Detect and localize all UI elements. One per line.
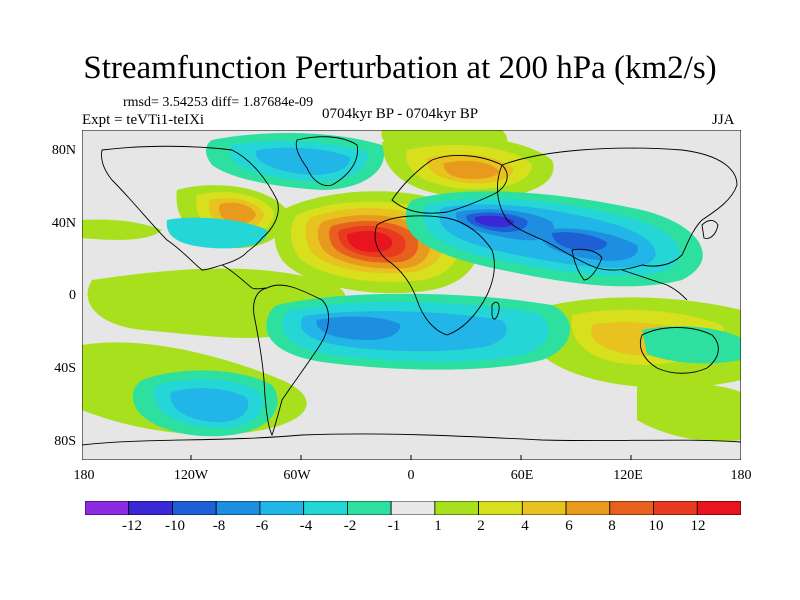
experiment-label: Expt = teVTi1-teIXi <box>82 112 205 128</box>
lat-tick-label: 40N <box>51 216 76 231</box>
stats-label: rmsd= 3.54253 diff= 1.87684e-09 <box>123 95 314 110</box>
coastline-madagascar <box>491 301 500 320</box>
colorbar-label: 4 <box>521 518 529 534</box>
lon-tick-label: 0 <box>407 468 415 483</box>
coastline-japan <box>701 220 719 239</box>
contour-band-pos4 <box>443 160 500 179</box>
season-label: JJA <box>712 112 735 128</box>
colorbar-swatch <box>478 501 523 515</box>
contour-band-neg3 <box>170 388 249 423</box>
lon-tick-label: 60E <box>510 468 534 483</box>
colorbar-swatch <box>303 501 348 515</box>
contour-band-pos1 <box>82 219 162 240</box>
contour-band-pos7 <box>346 230 393 253</box>
colorbar-label: 12 <box>690 518 706 534</box>
contour-band-neg1 <box>642 326 741 364</box>
colorbar-swatch <box>215 501 261 515</box>
coastline-southeast-asia <box>621 269 688 301</box>
colorbar-swatch <box>609 501 654 515</box>
colorbar-label: -4 <box>299 518 313 534</box>
colorbar-swatch <box>128 501 173 515</box>
colorbar-swatch <box>653 501 698 515</box>
contour-band-pos4 <box>219 202 256 224</box>
colorbar-label: 2 <box>477 518 485 534</box>
lat-tick-label: 0 <box>69 288 76 303</box>
lon-tick-label: 120E <box>613 468 643 483</box>
colorbar-label: -12 <box>122 518 142 534</box>
axis-ticks <box>190 455 632 460</box>
coastline-central-america <box>221 264 268 290</box>
colorbar-swatch <box>565 501 611 515</box>
coastline-antarctica <box>82 433 741 446</box>
lon-tick-label: 180 <box>730 468 752 483</box>
contour-band-neg4 <box>316 316 401 340</box>
contour-band-neg2 <box>166 217 268 249</box>
lon-tick-label: 120W <box>173 468 209 483</box>
colorbar-label: -10 <box>165 518 185 534</box>
coastline-europe <box>391 155 508 214</box>
colorbar-label: 1 <box>434 518 442 534</box>
coastlines <box>82 136 741 446</box>
colorbar-label: -8 <box>212 518 226 534</box>
chart-title: Streamfunction Perturbation at 200 hPa (… <box>83 50 717 86</box>
lon-tick-label: 180 <box>73 468 95 483</box>
colorbar-swatch <box>521 501 567 515</box>
coastline-south-america <box>253 284 329 437</box>
lat-tick-label: 80N <box>51 143 76 158</box>
colorbar-label: 6 <box>565 518 573 534</box>
colorbar-label: -1 <box>387 518 401 534</box>
lon-tick-label: 60W <box>283 468 311 483</box>
colorbar <box>85 501 741 515</box>
map-plot <box>82 130 741 460</box>
colorbar-swatch <box>696 501 741 515</box>
coastline-australia <box>639 327 719 374</box>
contour-band-pos1 <box>637 382 741 442</box>
colorbar-label: 10 <box>648 518 664 534</box>
coastline-asia <box>496 147 738 271</box>
colorbar-swatch <box>390 501 436 515</box>
colorbar-swatch <box>346 501 392 515</box>
contour-band-neg6 <box>475 215 514 228</box>
contour-band-neg5 <box>552 232 608 251</box>
colorbar-swatch <box>85 501 130 515</box>
period-label: 0704kyr BP - 0704kyr BP <box>322 106 479 122</box>
coastline-india <box>571 248 603 281</box>
colorbar-label: -2 <box>343 518 357 534</box>
colorbar-swatch <box>434 501 479 515</box>
colorbar-swatch <box>172 501 217 515</box>
colorbar-swatch <box>259 501 305 515</box>
coastline-greenland <box>295 136 358 187</box>
lat-tick-label: 40S <box>54 361 76 376</box>
coastline-north-america <box>101 145 279 271</box>
colorbar-label: -6 <box>255 518 269 534</box>
lat-tick-label: 80S <box>54 434 76 449</box>
colorbar-label: 8 <box>608 518 616 534</box>
coastline-africa <box>374 215 495 336</box>
